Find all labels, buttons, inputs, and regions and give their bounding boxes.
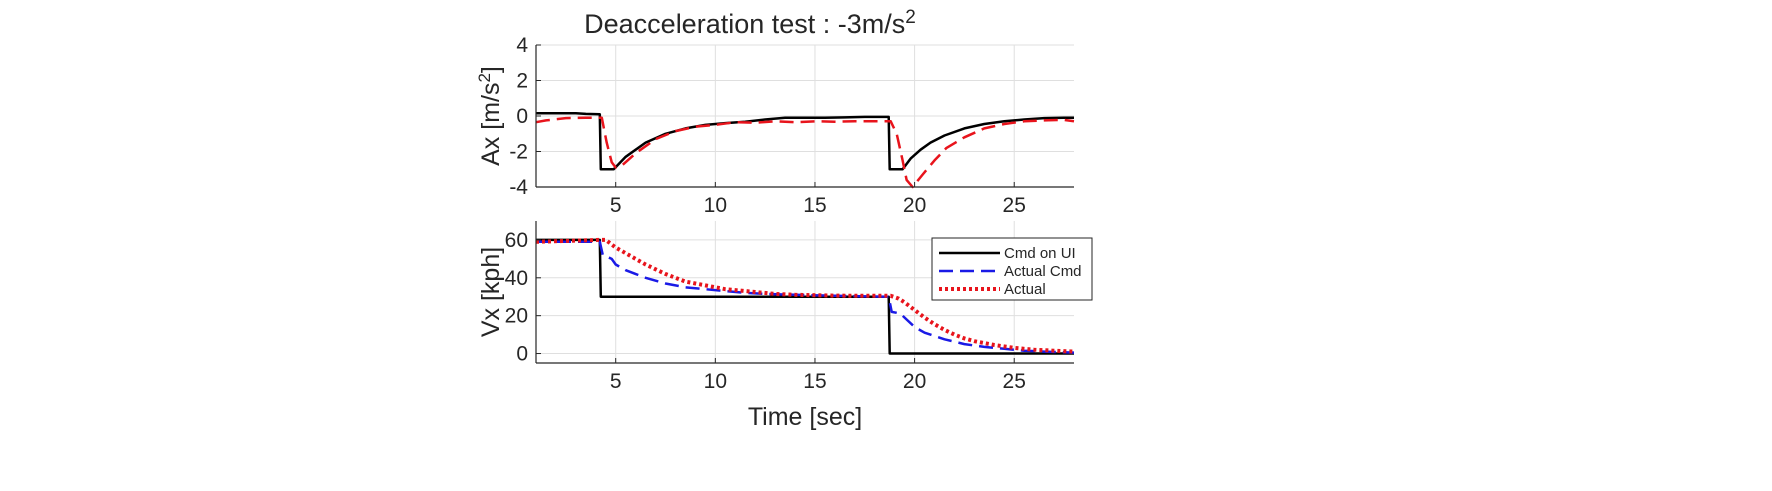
top-ylabel-end: ] (477, 66, 505, 73)
top-ylabel-main: Ax [m/s (477, 83, 505, 166)
top-series-line-1 (535, 116, 1075, 189)
bottom-ticks: 5 10 15 20 25 0 20 40 60 (505, 229, 1026, 393)
bottom-series-line-actual (535, 237, 1075, 354)
top-x-tick-label: 25 (1003, 194, 1026, 217)
bottom-y-tick-label: 40 (505, 267, 528, 290)
top-ticks: 5 10 15 20 25 -4 -2 0 2 4 (509, 34, 1026, 217)
top-x-tick-label: 10 (704, 194, 727, 217)
top-y-axis-label: Ax [m/s2] (475, 66, 505, 166)
top-x-tick-label: 5 (610, 194, 622, 217)
bottom-x-tick-label: 25 (1003, 370, 1026, 393)
bottom-x-axis-label: Time [sec] (748, 403, 862, 431)
title-main: Deacceleration test : -3m/s (584, 9, 905, 39)
bottom-axes-velocity: 5 10 15 20 25 0 20 40 60 Vx [kph] Time [sec] Cmd… (477, 221, 1093, 431)
bottom-plot-lines (535, 237, 1075, 355)
legend-label-actual: Actual (1004, 281, 1046, 298)
legend: Cmd on UI Actual Cmd Actual (931, 237, 1093, 301)
bottom-y-tick-label: 0 (516, 343, 528, 366)
figure-title: Deacceleration test : -3m/s2 (584, 7, 916, 39)
bottom-y-tick-label: 20 (505, 305, 528, 328)
top-y-tick-label: 2 (516, 70, 528, 93)
top-plot-lines (535, 112, 1075, 189)
bottom-x-tick-label: 5 (610, 370, 622, 393)
bottom-x-tick-label: 20 (903, 370, 926, 393)
top-y-tick-label: 0 (516, 105, 528, 128)
title-superscript: 2 (905, 7, 916, 28)
bottom-y-tick-label: 60 (505, 229, 528, 252)
legend-label-actual-cmd: Actual Cmd (1004, 263, 1082, 280)
bottom-series-line-cmd-on-ui (536, 238, 1074, 355)
top-y-tick-label: -4 (509, 176, 528, 199)
top-ylabel-sup: 2 (475, 73, 494, 82)
top-y-tick-label: 4 (516, 34, 528, 57)
top-x-tick-label: 20 (903, 194, 926, 217)
top-y-tick-label: -2 (509, 141, 528, 164)
bottom-y-axis-label: Vx [kph] (477, 247, 505, 337)
bottom-x-tick-label: 10 (704, 370, 727, 393)
bottom-x-tick-label: 15 (803, 370, 826, 393)
top-series-line-0 (536, 112, 1074, 171)
legend-label-cmd-on-ui: Cmd on UI (1004, 245, 1076, 262)
top-x-tick-label: 15 (803, 194, 826, 217)
